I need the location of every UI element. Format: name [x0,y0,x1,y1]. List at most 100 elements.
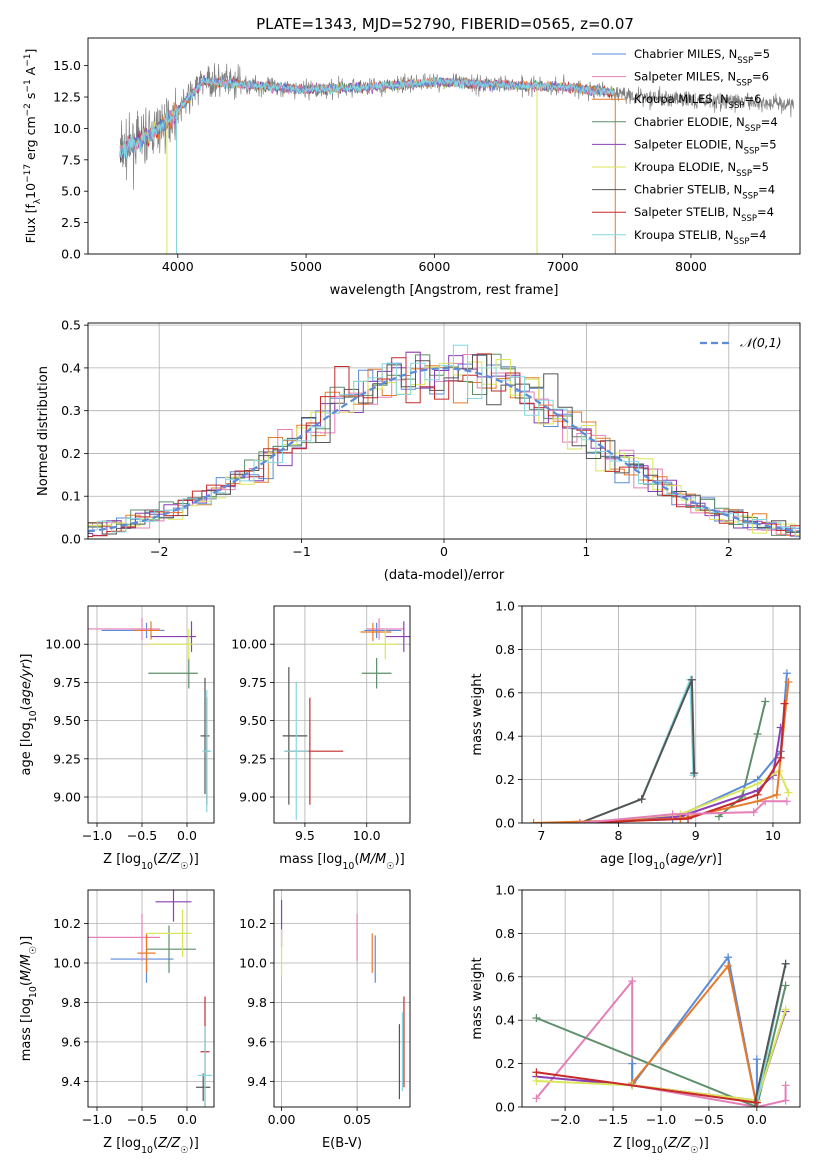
point-kroupa_miles [772,790,781,799]
point-salpeter_stelib [684,814,693,823]
point-kroupa_elodie [532,1076,541,1085]
histogram-salpeter_stelib [88,353,800,537]
legend-sub: SSP [736,79,752,89]
x-tick-label: −0.5 [694,1112,724,1127]
x-tick-label: 0.0 [747,1112,767,1127]
legend-sub: SSP [745,124,761,134]
y-tick-label: 0.2 [61,446,81,461]
histogram-chabrier_elodie [88,353,800,536]
legend-text: Kroupa MILES, N [634,92,729,106]
y-tick-label: 9.8 [61,995,81,1010]
y-tick-label: 0.6 [495,969,515,984]
legend-tail: =4 [749,228,766,242]
label-part: 10 [653,861,665,872]
point-chabrier_miles [724,953,733,962]
x-tick-label: −2 [150,544,168,559]
label-part: 10 [651,1145,663,1156]
plot-area [88,890,214,1107]
y-tick-label: 9.75 [239,675,267,690]
spectrum-kroupa_stelib [119,76,615,159]
label-part: 10 [141,1145,153,1156]
point-kroupa_elodie [781,1005,790,1014]
y-tick-label: 0.0 [495,1100,515,1115]
y-tick-label: 10.0 [53,955,81,970]
legend-label: Kroupa ELODIE, NSSP=5 [634,160,769,179]
label-part: −1 [23,79,33,92]
legend-text: Salpeter MILES, N [634,70,736,84]
point-chabrier_elodie [532,1014,541,1023]
x-tick-label: 1 [582,544,590,559]
label-part: mass [log [279,852,342,867]
y-axis-label: mass weight [470,957,485,1039]
x-axis-label: age [log10(age/yr)] [600,852,722,872]
y-tick-label: 1.0 [495,883,515,898]
legend-sub: SSP [736,169,752,179]
point-salpeter_stelib [776,753,785,762]
series-salpeter_stelib [536,1071,758,1104]
point-salpeter_miles [628,977,637,986]
label-part: 10 [28,710,39,722]
x-tick-label: −2.0 [550,1112,580,1127]
label-part: A [23,66,38,79]
label-part: age [log [600,852,653,867]
label-part: ( [153,852,158,867]
label-part: age/yr [670,852,713,867]
point-salpeter_miles [761,797,770,806]
plot-marks [88,618,212,813]
legend-label: Salpeter STELIB, NSSP=4 [634,205,774,224]
series-chabrier_stelib [753,963,787,1103]
label-part: age [log [19,722,34,775]
x-tick-label: 10.0 [353,828,381,843]
x-axis-label: Z [log10(Z/Z☉)] [103,1136,199,1156]
x-tick-label: 2 [725,544,733,559]
x-axis-label: Z [log10(Z/Z☉)] [103,852,199,872]
point-chabrier_elodie [753,730,762,739]
legend-tail: =6 [752,70,769,84]
point-chabrier_stelib [781,959,790,968]
x-tick-label: 0.0 [177,1112,197,1127]
legend-sub: SSP [729,101,745,111]
y-tick-label: 12.5 [53,90,81,105]
label-part: ( [19,981,34,986]
point-chabrier_elodie [761,697,770,706]
point-chabrier_stelib [687,675,696,684]
y-tick-label: 10.2 [53,916,81,931]
label-part: ] [23,49,38,54]
y-tick-label: 0.2 [495,772,515,787]
x-tick-label: 7000 [547,259,579,274]
label-part: ( [665,852,670,867]
y-tick-label: 9.8 [247,995,267,1010]
point-chabrier_miles [628,1059,637,1068]
plot-marks [282,618,410,820]
label-part: Flux [f [23,204,38,244]
normal-curve [88,367,800,533]
legend-label: Chabrier STELIB, NSSP=4 [634,183,775,202]
legend-label: Salpeter MILES, NSSP=6 [634,70,769,89]
legend-text: Chabrier ELODIE, N [634,115,745,129]
label-part: )] [395,852,405,867]
legend-tail: =4 [761,115,778,129]
label-part: λ [33,198,43,204]
plot-marks [88,344,800,538]
label-part: 10 [141,861,153,872]
legend-text: Kroupa ELODIE, N [634,160,736,174]
histogram-kroupa_stelib [88,344,800,538]
plot-area [88,606,214,823]
y-tick-label: 2.5 [61,215,81,230]
x-tick-label: −1.0 [82,1112,112,1127]
point-salpeter_miles [781,1096,790,1105]
legend-sub: SSP [734,237,750,247]
plot-marks [88,890,213,1107]
label-part: )] [189,852,199,867]
label-part: mass [log [19,998,34,1061]
y-tick-label: 10.00 [231,637,267,652]
legend-label: Salpeter ELODIE, NSSP=5 [634,137,777,156]
label-part: )] [19,936,34,946]
x-axis-label: wavelength [Angstrom, rest frame] [330,283,559,298]
x-tick-label: 9 [692,828,700,843]
point-salpeter_miles [668,810,677,819]
label-part: 10 [342,861,354,872]
legend-text: Chabrier MILES, N [634,47,737,61]
